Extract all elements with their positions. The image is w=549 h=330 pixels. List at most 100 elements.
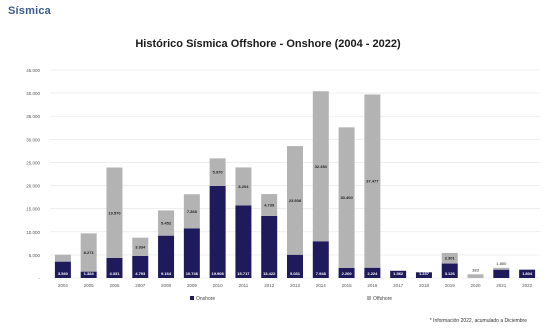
bar-offshore: [209, 158, 226, 186]
y-tick-label: -: [39, 276, 41, 281]
bar-offshore: [80, 233, 97, 272]
onshore-value-label: 3.540: [58, 271, 69, 276]
offshore-value-label: 19.570: [108, 210, 121, 215]
bar-onshore: [235, 205, 252, 278]
x-tick-label: 2014: [316, 283, 327, 288]
onshore-value-label: 1.804: [522, 271, 533, 276]
bar-offshore: [312, 91, 329, 242]
x-tick-label: 2016: [367, 283, 378, 288]
bar-offshore: [261, 194, 278, 216]
offshore-value-label: 23.508: [289, 198, 302, 203]
x-tick-label: 2005: [84, 283, 95, 288]
bar-offshore: [54, 254, 71, 262]
offshore-value-label: 8.204: [238, 184, 249, 189]
bar-offshore: [493, 267, 510, 270]
offshore-value-label: 2.301: [445, 256, 456, 261]
onshore-value-label: 15.717: [237, 271, 250, 276]
bar-offshore: [106, 167, 123, 258]
onshore-value-label: 2.224: [367, 271, 378, 276]
bar-onshore: [519, 269, 536, 278]
onshore-value-label: 9.164: [161, 271, 172, 276]
bar-offshore: [441, 252, 458, 264]
onshore-value-label: 4.331: [109, 271, 120, 276]
bar-onshore: [80, 271, 97, 278]
offshore-value-label: 8.271: [84, 250, 95, 255]
onshore-value-label: 3.126: [445, 271, 456, 276]
y-tick-label: 10.000: [26, 230, 40, 235]
bar-onshore: [364, 267, 381, 278]
x-tick-label: 2009: [187, 283, 198, 288]
x-tick-label: 2011: [239, 283, 249, 288]
bar-onshore: [54, 261, 71, 278]
x-tick-label: 2015: [342, 283, 353, 288]
x-tick-label: 2007: [135, 283, 146, 288]
bar-onshore: [287, 254, 303, 278]
bar-onshore: [338, 267, 355, 278]
x-tick-label: 2010: [213, 283, 224, 288]
y-tick-label: 35.000: [26, 114, 40, 119]
bar-onshore: [493, 269, 510, 278]
bar-offshore: [364, 94, 381, 268]
total-value-label: 383: [472, 267, 479, 272]
x-tick-label: 2022: [522, 283, 533, 288]
legend-label: Offshore: [373, 296, 392, 302]
bar-onshore: [441, 263, 458, 278]
footnote: * Información 2022, acumulado a Diciembr…: [429, 318, 527, 324]
y-tick-label: 15.000: [26, 207, 40, 212]
offshore-value-label: 30.400: [340, 195, 353, 200]
section-title: Sísmica: [8, 5, 51, 17]
x-tick-label: 2012: [264, 283, 275, 288]
bar-offshore: [287, 146, 303, 255]
bar-offshore: [467, 274, 484, 278]
y-tick-label: 40.000: [26, 91, 40, 96]
x-tick-label: 2006: [109, 283, 120, 288]
y-tick-label: 20.000: [26, 184, 40, 189]
bar-offshore: [235, 167, 252, 206]
onshore-value-label: 7.948: [316, 271, 327, 276]
x-tick-label: 2017: [393, 283, 404, 288]
x-tick-label: 2018: [419, 283, 430, 288]
x-tick-label: 2020: [471, 283, 482, 288]
offshore-value-label: 37.477: [366, 179, 379, 184]
onshore-value-label: 1.237: [419, 271, 430, 276]
legend-swatch: [367, 296, 371, 300]
x-tick-label: 2008: [161, 283, 172, 288]
total-value-label: 1.800: [496, 261, 507, 266]
x-tick-label: 2013: [290, 283, 301, 288]
bar-offshore: [132, 237, 149, 256]
x-tick-label: 2021: [496, 283, 507, 288]
x-tick-label: 2004: [58, 283, 69, 288]
bar-onshore: [158, 235, 175, 278]
onshore-value-label: 2.200: [342, 271, 353, 276]
bar-onshore: [132, 255, 149, 278]
offshore-value-label: 5.452: [161, 221, 172, 226]
offshore-value-label: 32.454: [315, 164, 328, 169]
bar-onshore: [261, 215, 278, 278]
bar-offshore: [183, 194, 200, 229]
onshore-value-label: 19.908: [212, 271, 225, 276]
bar-onshore: [390, 270, 407, 278]
y-tick-label: 30.000: [26, 137, 40, 142]
bar-onshore: [183, 228, 200, 278]
onshore-value-label: 1.562: [393, 271, 404, 276]
y-tick-label: 25.000: [26, 160, 40, 165]
legend-label: Onshore: [196, 296, 215, 302]
legend-swatch: [190, 296, 194, 300]
y-tick-label: 45.000: [26, 68, 40, 73]
y-tick-label: 5.000: [29, 253, 41, 258]
offshore-value-label: 4.739: [264, 203, 275, 208]
onshore-value-label: 10.746: [186, 271, 199, 276]
bar-onshore: [312, 241, 329, 278]
onshore-value-label: 1.384: [84, 271, 95, 276]
x-tick-label: 2019: [445, 283, 456, 288]
offshore-value-label: 5.970: [213, 170, 224, 175]
offshore-value-label: 3.934: [135, 244, 146, 249]
chart-title: Histórico Sísmica Offshore - Onshore (20…: [135, 38, 401, 50]
bar-onshore: [106, 257, 123, 278]
onshore-value-label: 4.793: [135, 271, 146, 276]
bar-onshore: [209, 185, 226, 278]
offshore-value-label: 7.368: [187, 209, 198, 214]
bar-offshore: [338, 127, 355, 268]
bar-offshore: [158, 210, 175, 236]
